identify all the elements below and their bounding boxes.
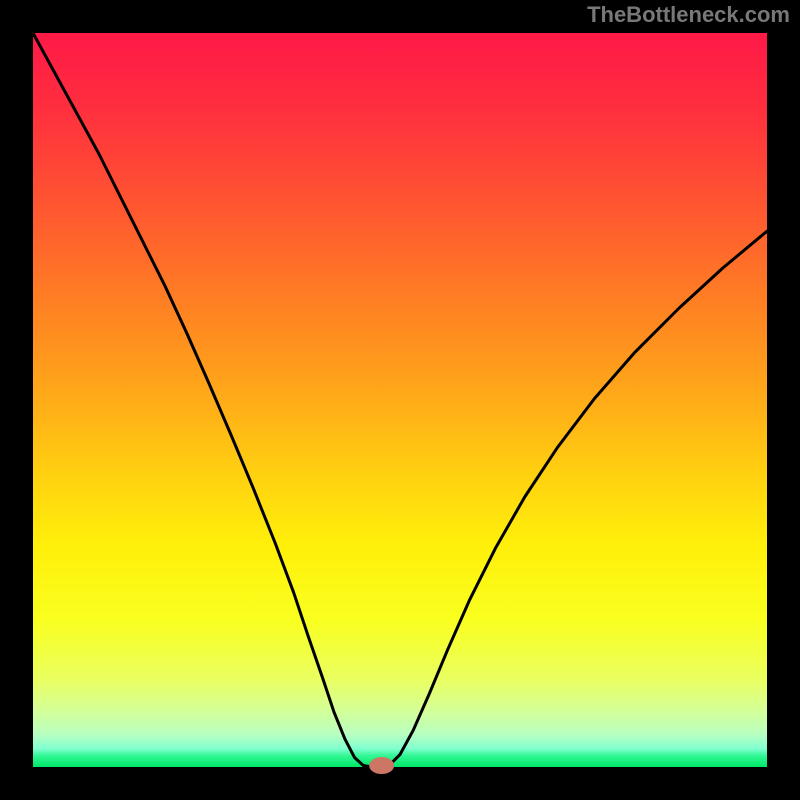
bottleneck-chart	[0, 0, 800, 800]
chart-container: TheBottleneck.com	[0, 0, 800, 800]
optimal-point-marker	[370, 758, 394, 774]
watermark-text: TheBottleneck.com	[587, 2, 790, 28]
plot-background	[33, 33, 767, 767]
